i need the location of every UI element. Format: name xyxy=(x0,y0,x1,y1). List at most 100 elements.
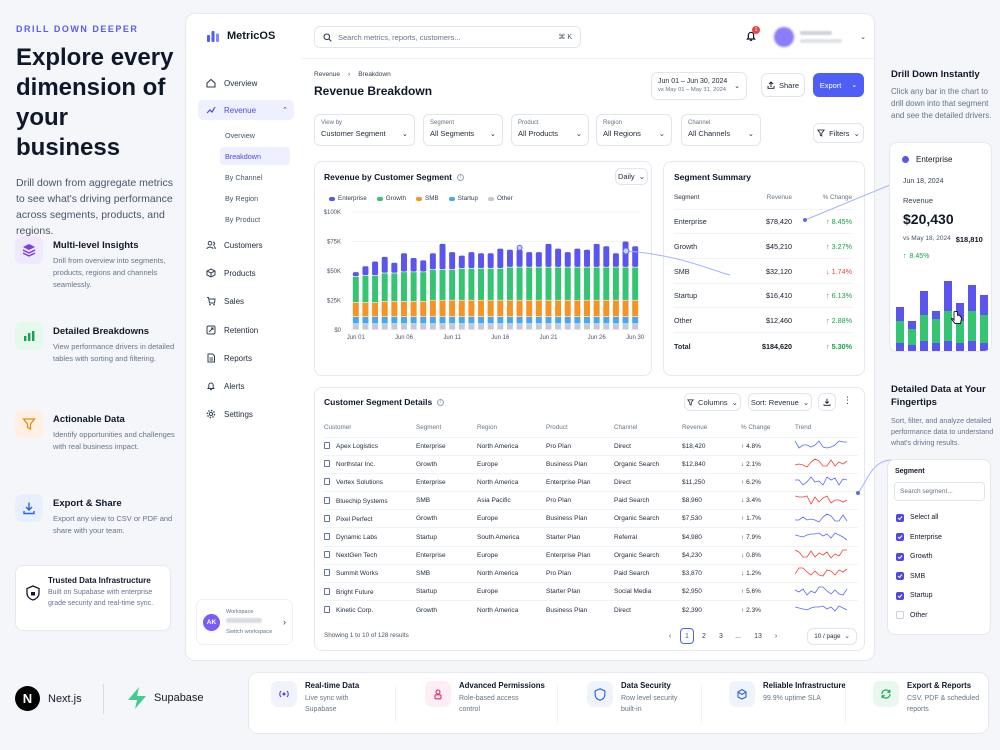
bar-segment-enterprise[interactable] xyxy=(584,249,591,267)
bar-segment-growth[interactable] xyxy=(352,276,359,303)
bar-segment-enterprise[interactable] xyxy=(449,252,456,270)
legend-item[interactable]: Other xyxy=(487,195,513,202)
bar-segment-startup[interactable] xyxy=(497,317,504,324)
customer-name[interactable]: Summit Works xyxy=(336,570,379,578)
bar-segment-other[interactable] xyxy=(497,324,504,330)
bar-segment-smb[interactable] xyxy=(603,300,610,317)
bar-segment-startup[interactable] xyxy=(449,317,456,324)
nav-item-overview[interactable]: Overview xyxy=(198,73,294,93)
col-segment[interactable]: Segment xyxy=(416,423,442,431)
bar-segment-other[interactable] xyxy=(632,324,639,330)
col-trend[interactable]: Trend xyxy=(795,423,812,431)
bar-segment-smb[interactable] xyxy=(362,302,369,317)
bar-segment-growth[interactable] xyxy=(574,267,581,300)
bar-segment-growth[interactable] xyxy=(391,273,398,302)
prev-page-button[interactable]: ‹ xyxy=(668,632,672,640)
bar-segment-startup[interactable] xyxy=(574,317,581,324)
chart-period-select[interactable]: Daily ⌄ xyxy=(615,168,648,185)
table-row[interactable]: NextGen Tech Enterprise Europe Enterprise P… xyxy=(324,545,858,565)
table-row[interactable]: Summit Works SMB North America Pro Plan Paid… xyxy=(324,563,858,583)
bar-segment-other[interactable] xyxy=(564,324,571,330)
breadcrumb-item[interactable]: Revenue xyxy=(314,71,341,78)
bar-segment-smb[interactable] xyxy=(564,300,571,317)
bar-segment-enterprise[interactable] xyxy=(362,266,369,276)
search-input[interactable]: Search metrics, reports, customers... ⌘ … xyxy=(314,26,581,48)
bar-segment-growth[interactable] xyxy=(487,268,494,300)
bar-segment-startup[interactable] xyxy=(468,317,475,324)
segment-option[interactable]: Growth xyxy=(896,547,986,567)
bar-segment-enterprise[interactable] xyxy=(612,253,619,267)
nav-item-alerts[interactable]: Alerts xyxy=(198,376,294,396)
customer-name[interactable]: Bright Future xyxy=(336,588,374,596)
legend-item[interactable]: Startup xyxy=(448,195,478,202)
segment-search-input[interactable]: Search segment... xyxy=(894,482,985,501)
bar-segment-enterprise[interactable] xyxy=(420,260,427,272)
drill-bar-part[interactable] xyxy=(968,285,976,311)
legend-item[interactable]: SMB xyxy=(416,195,439,202)
bar-segment-startup[interactable] xyxy=(439,317,446,324)
bar-segment-enterprise[interactable] xyxy=(468,252,475,269)
col-region[interactable]: Region xyxy=(477,423,497,431)
bar-segment-startup[interactable] xyxy=(516,317,523,324)
nav-item-retention[interactable]: Retention xyxy=(198,320,294,340)
notifications-button[interactable]: 1 xyxy=(745,26,760,43)
drill-bar-part[interactable] xyxy=(980,295,988,315)
bar-segment-smb[interactable] xyxy=(352,302,359,317)
filters-button[interactable]: Filters ⌄ xyxy=(813,123,864,143)
bar-segment-other[interactable] xyxy=(516,324,523,330)
bar-segment-other[interactable] xyxy=(612,324,619,330)
bar-segment-other[interactable] xyxy=(362,324,369,330)
more-icon[interactable]: ⋮ xyxy=(843,395,852,405)
checkbox-unchecked[interactable] xyxy=(896,611,904,620)
bar-segment-enterprise[interactable] xyxy=(372,261,379,276)
bar-segment-smb[interactable] xyxy=(612,300,619,317)
bar-segment-enterprise[interactable] xyxy=(352,272,359,277)
bar-segment-other[interactable] xyxy=(535,324,542,330)
bar-segment-growth[interactable] xyxy=(449,269,456,300)
page-button[interactable]: 2 xyxy=(702,632,706,640)
summary-row[interactable]: Startup $16,410 ↑ 6.13% xyxy=(674,284,852,309)
bar-segment-other[interactable] xyxy=(584,324,591,330)
bar-segment-other[interactable] xyxy=(593,324,600,330)
bar-segment-startup[interactable] xyxy=(420,317,427,324)
filter-product[interactable]: Product All Products ⌄ xyxy=(511,114,589,146)
bar-segment-smb[interactable] xyxy=(497,300,504,317)
bar-segment-smb[interactable] xyxy=(372,302,379,317)
drill-bar-part[interactable] xyxy=(920,291,928,315)
bar-segment-other[interactable] xyxy=(622,324,629,330)
bar-segment-other[interactable] xyxy=(352,324,359,330)
bar-segment-startup[interactable] xyxy=(487,317,494,324)
bar-segment-other[interactable] xyxy=(420,324,427,330)
legend-item[interactable]: Growth xyxy=(376,195,406,202)
bar-segment-smb[interactable] xyxy=(400,301,407,317)
table-row[interactable]: Pixel Perfect Growth Europe Business Plan Or… xyxy=(324,509,858,528)
sort-button[interactable]: Sort: Revenue ⌄ xyxy=(748,393,812,411)
bar-segment-smb[interactable] xyxy=(381,301,388,317)
customer-name[interactable]: NextGen Tech xyxy=(336,552,378,560)
col-product[interactable]: Product xyxy=(546,423,568,431)
bar-segment-smb[interactable] xyxy=(478,300,485,317)
nav-item-sales[interactable]: Sales xyxy=(198,291,294,311)
segment-option[interactable]: Enterprise xyxy=(896,528,986,548)
nav-item-settings[interactable]: Settings xyxy=(198,404,294,424)
table-row[interactable]: Northstar Inc. Growth Europe Business Plan O… xyxy=(324,454,858,474)
bar-segment-other[interactable] xyxy=(449,324,456,330)
bar-segment-startup[interactable] xyxy=(429,317,436,324)
bar-segment-smb[interactable] xyxy=(526,300,533,317)
checkbox-checked[interactable] xyxy=(896,591,904,600)
download-button[interactable] xyxy=(818,393,836,411)
table-row[interactable]: Bluechip Systems SMB Asia Pacific Pro Plan P… xyxy=(324,491,858,510)
bar-segment-startup[interactable] xyxy=(410,317,417,324)
bar-segment-enterprise[interactable] xyxy=(487,253,494,269)
bar-segment-other[interactable] xyxy=(478,324,485,330)
table-row[interactable]: Vertex Solutions Enterprise North America E… xyxy=(324,472,858,492)
table-row[interactable]: Kinetic Corp. Growth North America Business… xyxy=(324,600,858,619)
bar-segment-startup[interactable] xyxy=(593,317,600,324)
bar-segment-startup[interactable] xyxy=(478,317,485,324)
bar-segment-smb[interactable] xyxy=(487,300,494,317)
summary-row[interactable]: Enterprise $78,420 ↑ 8.45% xyxy=(674,210,852,234)
bar-segment-startup[interactable] xyxy=(555,317,562,324)
segment-option[interactable]: Startup xyxy=(896,586,986,606)
legend-item[interactable]: Enterprise xyxy=(329,195,367,202)
bar-segment-growth[interactable] xyxy=(362,275,369,303)
